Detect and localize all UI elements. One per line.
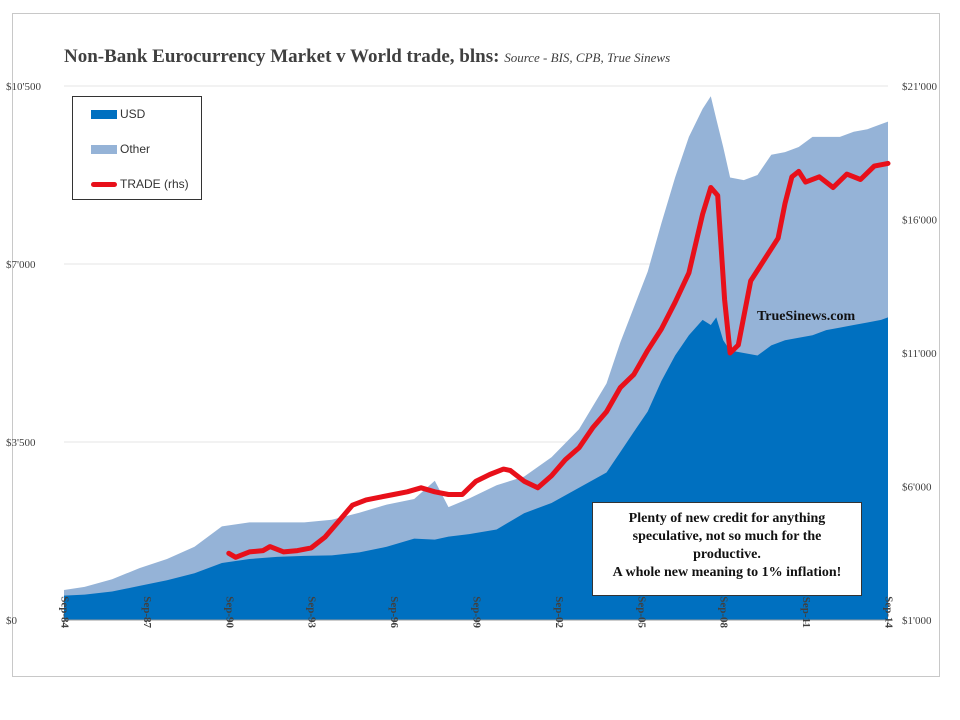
chart-source: Source - BIS, CPB, True Sinews	[504, 50, 671, 65]
legend-label-trade: TRADE (rhs)	[120, 177, 189, 191]
watermark-text: TrueSinews.com	[757, 309, 856, 324]
x-tick-label-1: Sep-87	[141, 596, 153, 628]
legend-swatch-trade	[91, 182, 117, 188]
right-tick-label-0: $1'000	[902, 615, 932, 627]
line-trade	[226, 160, 891, 560]
right-tick-label-4: $21'000	[902, 81, 937, 93]
annotation-line-3: productive.	[693, 547, 761, 562]
legend-item-usd: USD	[91, 107, 145, 121]
left-tick-label-1: $3'500	[6, 437, 36, 449]
chart-title: Non-Bank Eurocurrency Market v World tra…	[64, 46, 670, 68]
x-tick-label-10: Sep-14	[882, 596, 894, 628]
annotation-line-1: Plenty of new credit for anything	[628, 511, 826, 526]
x-tick-label-9: Sep-11	[800, 597, 812, 628]
left-tick-label-3: $10'500	[6, 81, 41, 93]
x-tick-label-8: Sep-08	[718, 596, 730, 628]
axes: $0 $3'500 $7'000 $10'500 $1'000 $6'000 $11'000…	[6, 81, 937, 628]
x-tick-label-6: Sep-02	[553, 596, 565, 628]
chart-title-text: Non-Bank Eurocurrency Market v World tra…	[64, 46, 500, 67]
x-tick-label-2: Sep-90	[223, 596, 235, 628]
chart-frame	[12, 13, 940, 677]
legend-swatch-usd	[91, 110, 117, 120]
annotation-line-2: speculative, not so much for the	[632, 529, 822, 544]
annotation-line-4: A whole new meaning to 1% inflation!	[612, 565, 842, 580]
x-tick-label-0: Sep-84	[58, 596, 70, 628]
trade-series	[226, 160, 891, 560]
legend-swatch-other	[91, 145, 117, 155]
legend-item-other: Other	[91, 142, 150, 156]
legend-item-trade: TRADE (rhs)	[91, 177, 189, 191]
x-tick-label-3: Sep-93	[306, 596, 318, 628]
right-tick-label-2: $11'000	[902, 348, 937, 360]
x-tick-label-7: Sep-05	[635, 596, 647, 628]
right-tick-label-1: $6'000	[902, 482, 932, 494]
x-tick-label-5: Sep-99	[470, 596, 482, 628]
left-tick-label-0: $0	[6, 615, 18, 627]
x-tick-label-4: Sep-96	[388, 596, 400, 628]
legend: USD Other TRADE (rhs)	[72, 96, 202, 200]
annotation-box: Plenty of new credit for anything specul…	[592, 502, 862, 596]
right-tick-label-3: $16'000	[902, 215, 937, 227]
left-tick-label-2: $7'000	[6, 259, 36, 271]
legend-label-other: Other	[120, 142, 151, 156]
legend-label-usd: USD	[120, 107, 146, 121]
